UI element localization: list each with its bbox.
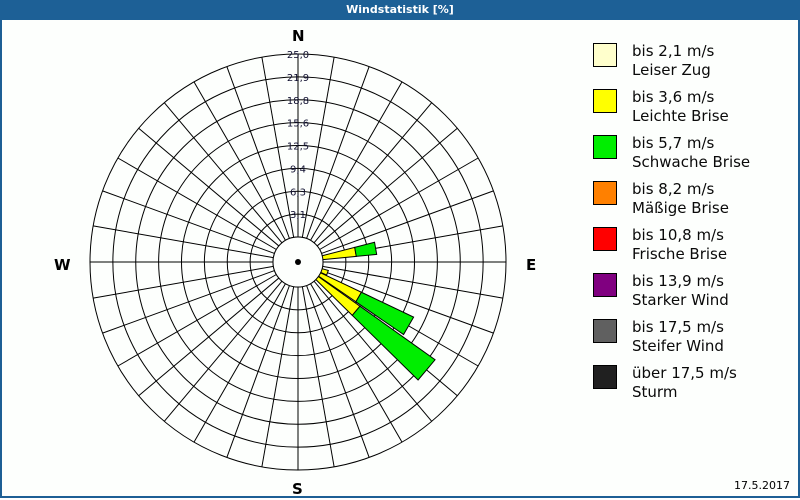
legend-name: Leiser Zug	[632, 61, 711, 79]
legend-label: bis 8,2 m/s Mäßige Brise	[632, 180, 729, 218]
compass-east-label: E	[526, 256, 537, 274]
legend-name: Leichte Brise	[632, 107, 729, 125]
legend-range: bis 17,5 m/s	[632, 318, 724, 336]
ring-tick-label: 21,9	[287, 73, 309, 84]
legend-label: bis 13,9 m/s Starker Wind	[632, 272, 729, 310]
compass-south-label: S	[292, 480, 303, 498]
legend-swatch	[593, 365, 617, 389]
ring-tick-label: 15,6	[287, 119, 309, 130]
ring-tick-label: 9,4	[290, 164, 306, 175]
wind-bar-segment	[351, 305, 436, 381]
legend-name: Steifer Wind	[632, 337, 724, 355]
legend-range: bis 10,8 m/s	[632, 226, 724, 244]
legend-label: bis 10,8 m/s Frische Brise	[632, 226, 727, 264]
legend-name: Schwache Brise	[632, 153, 751, 171]
legend-swatch	[593, 43, 617, 67]
legend-label: bis 17,5 m/s Steifer Wind	[632, 318, 724, 356]
wind-rose-chart: 3,1 6,3 9,4 12,5 15,6 18,8 21,9 25,0	[89, 50, 507, 471]
legend-swatch	[593, 135, 617, 159]
legend-label: bis 3,6 m/s Leichte Brise	[632, 88, 729, 126]
ring-tick-label: 25,0	[287, 50, 309, 61]
date-label: 17.5.2017	[734, 479, 790, 492]
legend-range: bis 5,7 m/s	[632, 134, 715, 152]
legend-range: bis 2,1 m/s	[632, 42, 715, 60]
legend-swatch	[593, 319, 617, 343]
window-title: Windstatistik [%]	[0, 0, 800, 20]
legend-label: über 17,5 m/s Sturm	[632, 364, 737, 402]
legend-swatch	[593, 181, 617, 205]
compass-west-label: W	[54, 256, 71, 274]
center-dot	[295, 259, 301, 265]
ring-tick-label: 6,3	[290, 187, 306, 198]
legend-name: Frische Brise	[632, 245, 728, 263]
wind-bar-segment	[354, 241, 378, 257]
legend-swatch	[593, 227, 617, 251]
legend-swatch	[593, 273, 617, 297]
legend-range: bis 8,2 m/s	[632, 180, 715, 198]
compass-north-label: N	[292, 27, 305, 45]
wind-bar-segment	[355, 291, 415, 336]
ring-tick-label: 18,8	[287, 96, 309, 107]
ring-tick-label: 12,5	[287, 142, 309, 153]
legend-label: bis 2,1 m/s Leiser Zug	[632, 42, 714, 80]
legend-name: Starker Wind	[632, 291, 729, 309]
legend-swatch	[593, 89, 617, 113]
legend-name: Sturm	[632, 383, 678, 401]
ring-tick-label: 3,1	[290, 210, 306, 221]
legend-range: über 17,5 m/s	[632, 364, 737, 382]
legend-range: bis 3,6 m/s	[632, 88, 715, 106]
legend-range: bis 13,9 m/s	[632, 272, 724, 290]
ring-labels: 3,1 6,3 9,4 12,5 15,6 18,8 21,9 25,0	[287, 50, 309, 221]
legend-name: Mäßige Brise	[632, 199, 729, 217]
legend-label: bis 5,7 m/s Schwache Brise	[632, 134, 750, 172]
